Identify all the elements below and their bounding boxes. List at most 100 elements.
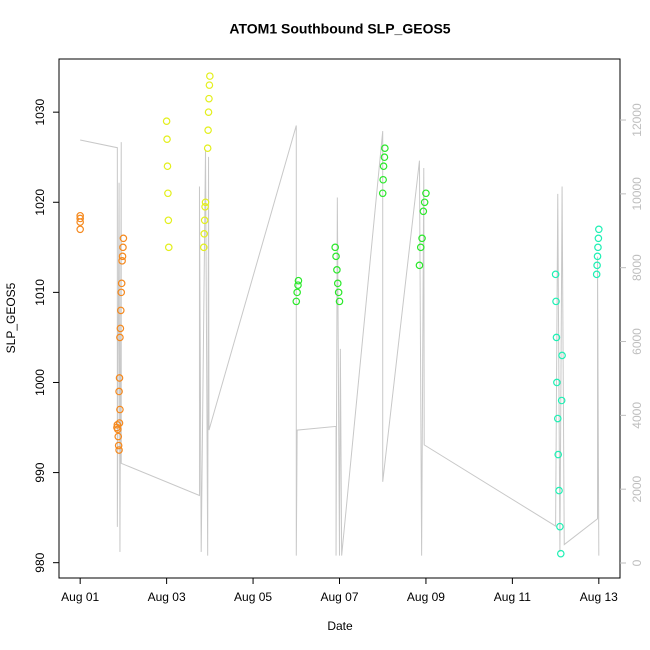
point [114,432,123,441]
point [595,225,603,234]
point [204,126,212,134]
point [205,81,214,89]
point [118,252,127,261]
point [594,243,602,252]
x-tick-label: Aug 05 [234,590,272,604]
point [115,446,123,454]
y2-tick-label: 12000 [630,103,644,137]
point [199,243,208,252]
point [164,189,172,198]
point [416,243,425,252]
x-tick-label: Aug 13 [580,590,618,604]
point [558,351,566,360]
point [294,281,302,289]
point [592,270,601,279]
y2-tick-label: 8000 [630,254,644,281]
y-tick-label: 1030 [33,98,47,125]
point [162,117,171,125]
point [380,153,389,162]
point [115,387,123,396]
y2-tick-label: 6000 [630,328,644,355]
point [200,230,209,238]
point [381,144,389,153]
point [594,234,603,243]
point [331,243,339,252]
point [557,396,566,405]
point [292,297,301,306]
x-tick-label: Aug 09 [407,590,445,604]
point [334,288,343,297]
point [420,198,429,207]
y-tick-label: 1010 [33,279,47,306]
x-axis-label: Date [327,619,353,633]
point [551,270,560,279]
y2-tick-label: 0 [630,559,644,566]
point [554,450,562,459]
point [552,333,561,342]
chart-title: ATOM1 Southbound SLP_GEOS5 [229,21,450,37]
point [379,175,387,184]
point [553,414,562,423]
y-tick-label: 1020 [33,189,47,216]
point [116,324,125,333]
point [206,72,214,80]
x-tick-label: Aug 03 [148,590,186,604]
point [117,279,126,288]
point [117,306,125,315]
point [379,162,388,171]
point [118,257,126,265]
point [119,234,128,243]
y2-tick-label: 10000 [630,177,644,211]
point [204,108,213,116]
point [116,333,124,342]
point [203,144,212,153]
x-tick-label: Aug 01 [61,590,99,604]
point [164,216,173,225]
y-axis-label: SLP_GEOS5 [4,282,18,353]
point [205,94,213,103]
point [335,297,344,306]
x-tick-label: Aug 07 [320,590,358,604]
y-tick-label: 990 [33,462,47,482]
y-tick-label: 980 [33,552,47,572]
point [201,202,209,211]
y-tick-label: 1000 [33,369,47,396]
x-tick-label: Aug 11 [494,590,531,604]
point [422,189,430,198]
point [114,441,123,450]
point [116,405,124,414]
point [419,207,428,216]
point [200,216,209,225]
point [115,419,124,427]
point [293,288,301,297]
point [115,374,124,382]
point [333,266,341,274]
point [593,252,602,261]
point [201,198,210,207]
point [117,288,126,297]
point [113,421,122,429]
point [553,378,561,387]
point [415,261,424,270]
point [76,214,84,223]
y2-tick-label: 2000 [630,476,644,503]
point [163,135,171,143]
point [555,486,563,495]
point [294,276,303,285]
point [76,211,84,220]
point [378,189,387,198]
point [552,297,560,306]
point [333,279,342,288]
point [76,225,84,234]
point [119,243,127,252]
point [163,162,172,171]
point [556,549,565,558]
point [593,261,601,270]
point [556,522,564,531]
y2-tick-label: 4000 [630,402,644,429]
point [418,234,426,243]
point [332,252,340,261]
altitude-line [80,125,600,556]
point [164,243,173,252]
